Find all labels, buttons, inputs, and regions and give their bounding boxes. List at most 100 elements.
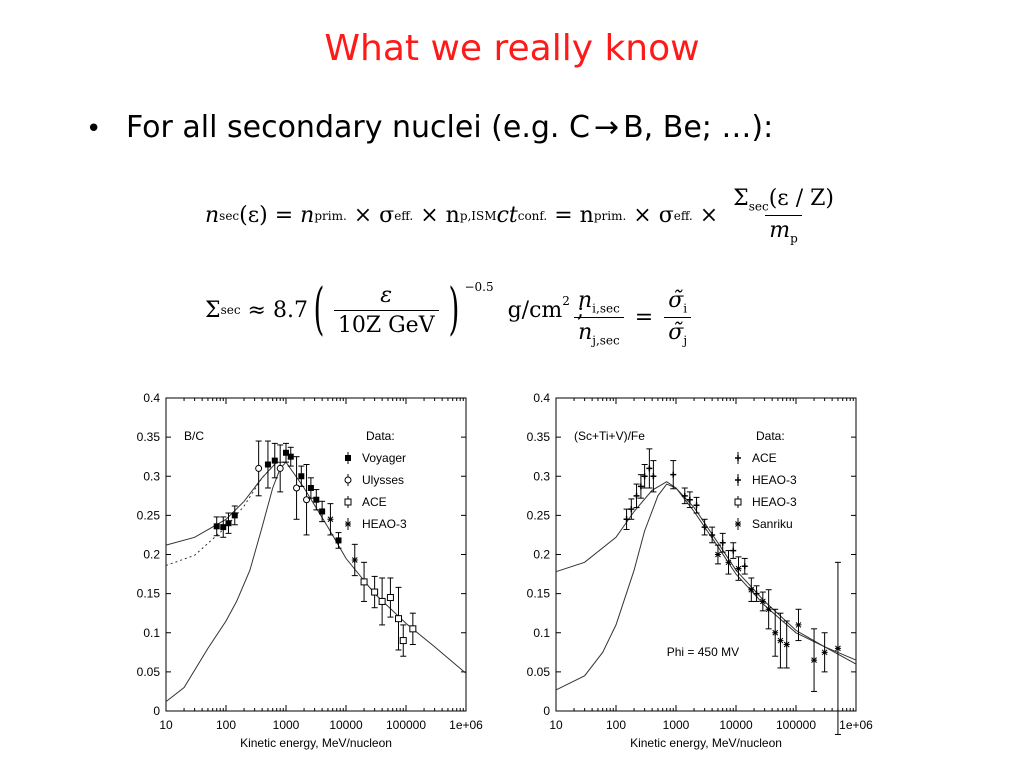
- left-legend-entry: ACE: [362, 495, 387, 509]
- right-ytick-label: 0.35: [527, 430, 551, 444]
- eq3-rhs-fraction: σ̃i σ̃j: [664, 288, 692, 348]
- left-data-point: [213, 523, 220, 530]
- right-legend-title: Data:: [756, 429, 785, 443]
- right-xtick-label: 100000: [776, 718, 816, 732]
- sub-iron-ratio-chart: 0 0.05 0.1 0.15 0.2 0.25 0.3 0.35 0.4 10 100 1000 10…: [527, 391, 874, 750]
- right-data-point: [637, 483, 644, 490]
- eq2-units-sup: 2: [562, 294, 570, 308]
- right-data-point: [725, 559, 732, 566]
- left-xtick-label: 100: [216, 718, 236, 732]
- eq1-frac-den: m: [769, 218, 791, 244]
- right-ytick-label: 0: [543, 704, 550, 718]
- arrow-icon: →: [593, 110, 620, 145]
- equation-column-density: n sec (ε) = n prim. × σ eff. × n p,ISM ct con…: [205, 186, 842, 246]
- right-model-curve: [555, 481, 857, 661]
- right-ytick-label: 0.3: [533, 469, 550, 483]
- left-data-point: [360, 578, 368, 586]
- left-ytick-label: 0.2: [143, 548, 160, 562]
- bc-ratio-chart: 0 0.05 0.1 0.15 0.2 0.25 0.3 0.35 0.4 10 100 1000 10…: [137, 391, 484, 750]
- right-ytick-label: 0.4: [533, 391, 550, 405]
- left-data-point: [351, 556, 358, 563]
- left-ytick-label: 0.25: [137, 508, 161, 522]
- right-legend-entry: HEAO-3: [752, 495, 797, 509]
- right-data-point: [633, 492, 640, 499]
- left-ytick-label: 0.4: [143, 391, 160, 405]
- eq3-num: n: [578, 288, 593, 313]
- right-plot-frame: [555, 397, 857, 712]
- left-legend-entry: Voyager: [362, 451, 406, 465]
- eq2-frac-num: ε: [380, 282, 393, 308]
- right-data-point: [681, 492, 688, 499]
- eq2-separator: ;: [569, 297, 585, 323]
- left-legend-marker: [345, 521, 351, 527]
- left-ytick-label: 0.05: [137, 665, 161, 679]
- right-annotation: Phi = 450 MV: [667, 645, 739, 659]
- left-data-point: [293, 484, 301, 492]
- left-data-point: [283, 449, 289, 456]
- eq3-den: n: [578, 320, 593, 346]
- right-ytick-label: 0.05: [527, 665, 551, 679]
- right-data-point: [628, 506, 635, 513]
- right-data-point: [714, 551, 721, 558]
- left-ytick-label: 0.15: [137, 587, 161, 601]
- eq1-t1-sub: prim.: [314, 208, 347, 223]
- left-paren: (: [313, 277, 325, 342]
- left-data-point: [386, 594, 394, 602]
- left-data-point: [298, 473, 305, 480]
- left-ytick-label: 0.3: [143, 469, 160, 483]
- eq1-fraction: Σsec(ε / Z) mp: [729, 186, 838, 246]
- right-data-point: [783, 641, 790, 648]
- left-data-point: [327, 516, 334, 523]
- bullet-text-prefix: For all secondary nuclei (e.g. C: [126, 110, 590, 145]
- left-legend-marker: [344, 498, 352, 506]
- eq3-rnum: σ̃: [668, 288, 684, 313]
- right-xtick-label: 1e+06: [839, 718, 873, 732]
- left-data-point: [287, 453, 294, 460]
- eq1-t2: × σ: [346, 203, 395, 229]
- bullet-point: • For all secondary nuclei (e.g. C → B, …: [86, 110, 773, 145]
- eq3-equals: =: [627, 305, 661, 331]
- left-data-point: [264, 461, 271, 468]
- right-legend-entry: Sanriku: [752, 517, 793, 531]
- right-data-point: [650, 473, 657, 480]
- left-xaxis-label: Kinetic energy, MeV/nucleon: [240, 736, 392, 750]
- right-data-point: [670, 471, 677, 478]
- right-data-point: [686, 496, 693, 503]
- left-xtick-label: 1e+06: [449, 718, 483, 732]
- eq2-units: g/cm: [507, 297, 563, 323]
- right-chart-title: (Sc+Ti+V)/Fe: [574, 429, 645, 443]
- left-chart-title: B/C: [184, 429, 204, 443]
- left-data-point: [220, 524, 227, 531]
- eq1-t5-sub: prim.: [593, 208, 627, 223]
- left-data-point: [307, 484, 314, 491]
- eq2-lhs: Σ: [205, 297, 221, 323]
- left-data-point: [319, 508, 326, 515]
- eq1-t4: ct: [496, 203, 518, 229]
- right-xaxis-label: Kinetic energy, MeV/nucleon: [630, 736, 782, 750]
- right-data-point: [821, 649, 828, 656]
- left-legend-marker: [345, 455, 351, 461]
- left-data-point: [378, 597, 386, 605]
- right-data-point: [795, 621, 802, 628]
- right-data-point: [701, 524, 708, 531]
- left-data-point: [255, 464, 263, 472]
- left-data-point: [335, 537, 342, 544]
- slide-title: What we really know: [324, 28, 700, 69]
- right-data-point: [719, 539, 726, 546]
- right-data-point: [834, 645, 841, 652]
- right-data-point: [693, 502, 700, 509]
- eq3-rnum-sub: i: [683, 301, 688, 316]
- left-data-point: [276, 464, 284, 472]
- right-legend-entry: ACE: [752, 451, 777, 465]
- left-data-point: [225, 520, 232, 527]
- left-plot-frame: [165, 397, 467, 712]
- right-legend-marker: [734, 498, 742, 506]
- left-data-point: [409, 625, 417, 633]
- left-legend-title: Data:: [366, 429, 395, 443]
- eq1-frac-num-sub: sec: [748, 199, 769, 214]
- left-data-point: [313, 496, 320, 503]
- eq1-t4-sub: conf.: [517, 208, 548, 223]
- bullet-marker: •: [86, 114, 102, 144]
- eq2-fraction: ε 10Z GeV: [333, 282, 439, 338]
